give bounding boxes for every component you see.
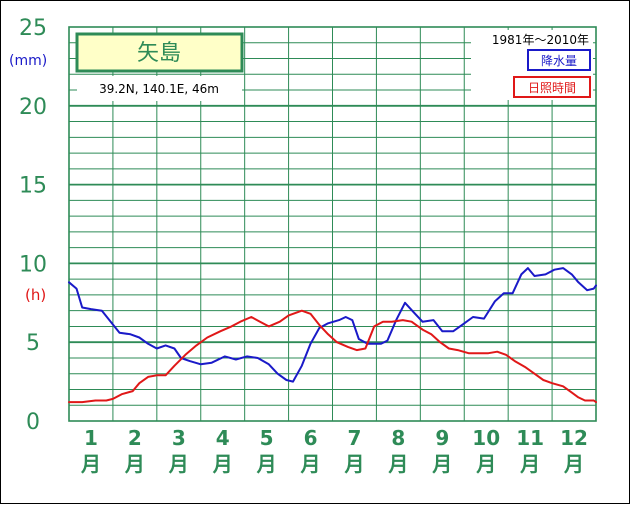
station-name: 矢島 — [137, 41, 181, 66]
x-tick-month-suffix: 月 — [343, 452, 364, 476]
x-tick-month-number: 2 — [128, 426, 142, 450]
y-tick-label: 20 — [19, 95, 47, 120]
y-tick-label: 5 — [26, 331, 40, 356]
x-tick-month-number: 11 — [516, 426, 544, 450]
y-tick-label: 0 — [26, 410, 40, 435]
y-axis-labels: 0 5 10 15 20 25 — [19, 16, 47, 435]
x-tick-month-suffix: 月 — [168, 452, 189, 476]
x-tick-month-suffix: 月 — [387, 452, 408, 476]
sunshine-unit-label: (h) — [25, 286, 46, 304]
x-tick-month-suffix: 月 — [519, 452, 540, 476]
x-tick-month-number: 12 — [560, 426, 588, 450]
x-tick-month-number: 6 — [304, 426, 318, 450]
y-tick-label: 15 — [19, 174, 47, 199]
x-tick-month-suffix: 月 — [300, 452, 321, 476]
x-tick-month-number: 1 — [84, 426, 98, 450]
series-layer — [68, 267, 597, 404]
x-tick-month-number: 5 — [260, 426, 274, 450]
x-tick-month-suffix: 月 — [475, 452, 496, 476]
legend-precip-box — [527, 49, 591, 71]
x-tick-month-number: 7 — [347, 426, 361, 450]
x-tick-month-number: 8 — [391, 426, 405, 450]
precip-series-line — [68, 267, 597, 383]
legend-sunshine-label: 日照時間 — [528, 81, 576, 95]
sunshine-series-line — [68, 309, 597, 404]
legend-precip-label: 降水量 — [541, 54, 577, 68]
station-box — [75, 32, 244, 73]
x-tick-month-suffix: 月 — [80, 452, 101, 476]
x-tick-month-suffix: 月 — [563, 452, 584, 476]
x-tick-month-number: 9 — [435, 426, 449, 450]
x-tick-month-suffix: 月 — [431, 452, 452, 476]
x-tick-month-suffix: 月 — [124, 452, 145, 476]
period-label: 1981年〜2010年 — [492, 33, 589, 47]
coords-box — [77, 76, 242, 101]
x-tick-month-number: 10 — [472, 426, 500, 450]
legend-sunshine-box — [513, 76, 591, 98]
station-coordinates: 39.2N, 140.1E, 46m — [99, 82, 219, 96]
x-tick-month-suffix: 月 — [256, 452, 277, 476]
x-tick-month-suffix: 月 — [212, 452, 233, 476]
x-tick-month-number: 3 — [172, 426, 186, 450]
precip-unit-label: (mm) — [9, 53, 47, 69]
x-tick-month-number: 4 — [216, 426, 230, 450]
y-tick-label: 10 — [19, 252, 47, 277]
y-tick-label: 25 — [19, 16, 47, 41]
